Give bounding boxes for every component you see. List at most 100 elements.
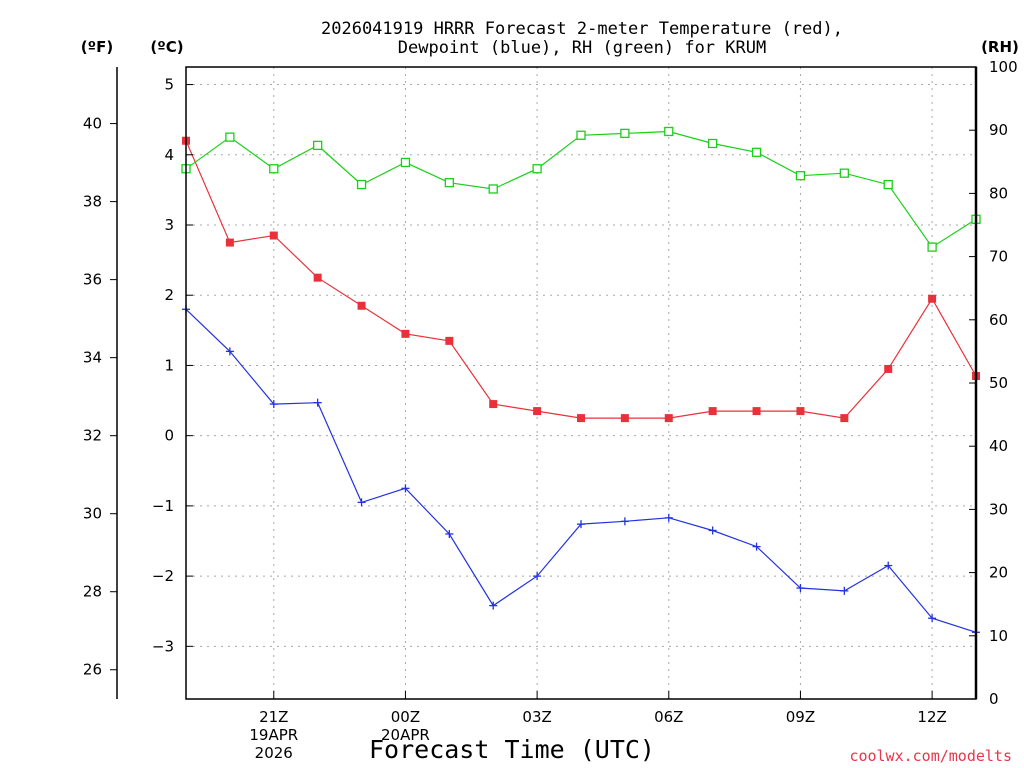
rh-point xyxy=(488,184,498,194)
plot-frame xyxy=(185,66,977,700)
rh-line xyxy=(185,130,977,248)
rh-point xyxy=(795,171,806,181)
fahrenheit-tick-label: 28 xyxy=(83,583,102,601)
rh-tick-label: 100 xyxy=(989,58,1018,76)
fahrenheit-tick-label: 40 xyxy=(83,115,102,133)
fahrenheit-unit-label: (ºF) xyxy=(81,38,113,56)
temperature-point xyxy=(225,238,234,247)
celsius-tick-label: 3 xyxy=(164,216,174,234)
series-temperature xyxy=(182,136,980,423)
celsius-unit-label: (ºC) xyxy=(150,38,183,56)
grid xyxy=(186,67,976,699)
rh-point xyxy=(532,164,542,174)
rh-point xyxy=(313,140,323,151)
temperature-point xyxy=(752,407,761,416)
fahrenheit-tick-label: 26 xyxy=(83,661,102,679)
rh-tick-label: 0 xyxy=(989,690,999,708)
dewpoint-point xyxy=(884,561,893,570)
rh-point xyxy=(269,164,279,174)
series-layer xyxy=(181,126,981,637)
celsius-tick-label: 0 xyxy=(164,427,174,445)
temperature-point xyxy=(313,273,322,282)
rh-unit-label: (RH) xyxy=(981,38,1019,56)
dewpoint-line xyxy=(185,308,977,633)
celsius-tick-label: 1 xyxy=(164,356,174,374)
credit-link[interactable]: coolwx.com/modelts xyxy=(849,747,1012,765)
axes: 543210−1−2−34038363432302826100908070605… xyxy=(83,58,1018,762)
rh-point xyxy=(883,179,893,190)
dewpoint-point xyxy=(796,584,805,593)
rh-tick-label: 40 xyxy=(989,437,1008,455)
temperature-point xyxy=(840,414,849,423)
rh-point xyxy=(356,179,367,190)
temperature-point xyxy=(620,414,629,423)
rh-tick-label: 10 xyxy=(989,627,1008,645)
dewpoint-point xyxy=(752,542,761,551)
rh-point xyxy=(708,138,718,149)
x-tick-label: 20APR xyxy=(381,726,430,744)
rh-point xyxy=(839,168,849,178)
dewpoint-point xyxy=(445,529,454,538)
temperature-line xyxy=(185,140,977,419)
celsius-tick-label: −3 xyxy=(152,637,174,655)
temperature-point xyxy=(269,231,278,240)
dewpoint-point xyxy=(533,572,542,581)
rh-tick-label: 30 xyxy=(989,500,1008,518)
temperature-point xyxy=(928,294,937,303)
temperature-point xyxy=(708,407,717,416)
x-tick-label: 03Z xyxy=(522,708,551,726)
rh-point xyxy=(400,157,411,168)
celsius-tick-label: 2 xyxy=(164,286,174,304)
temperature-point xyxy=(664,414,673,423)
temperature-point xyxy=(796,407,805,416)
fahrenheit-tick-label: 34 xyxy=(83,349,102,367)
x-axis-label: Forecast Time (UTC) xyxy=(369,735,655,764)
fahrenheit-tick-label: 32 xyxy=(83,427,102,445)
rh-tick-label: 50 xyxy=(989,374,1008,392)
temperature-point xyxy=(884,364,893,373)
x-tick-label: 09Z xyxy=(786,708,815,726)
celsius-tick-label: −1 xyxy=(152,497,174,515)
rh-point xyxy=(576,130,586,140)
x-tick-label: 12Z xyxy=(917,708,946,726)
chart-title-line: Dewpoint (blue), RH (green) for KRUM xyxy=(398,38,766,58)
dewpoint-point xyxy=(401,484,410,493)
dewpoint-point xyxy=(708,526,717,535)
rh-tick-label: 60 xyxy=(989,311,1008,329)
temperature-point xyxy=(533,407,542,416)
x-tick-label: 06Z xyxy=(654,708,683,726)
temperature-point xyxy=(577,414,585,423)
celsius-tick-label: 5 xyxy=(164,76,174,94)
dewpoint-point xyxy=(225,347,234,356)
dewpoint-point xyxy=(928,614,937,623)
rh-tick-label: 70 xyxy=(989,248,1008,266)
temperature-point xyxy=(357,301,366,310)
celsius-tick-label: 4 xyxy=(164,146,174,164)
x-tick-label: 19APR xyxy=(249,726,298,744)
dewpoint-point xyxy=(840,586,849,595)
celsius-tick-label: −2 xyxy=(152,567,174,585)
x-tick-label: 21Z xyxy=(259,708,288,726)
rh-point xyxy=(927,242,937,252)
fahrenheit-tick-label: 30 xyxy=(83,505,102,523)
dewpoint-point xyxy=(664,513,673,522)
rh-point xyxy=(444,178,454,188)
rh-tick-label: 90 xyxy=(989,121,1008,139)
temperature-point xyxy=(401,329,410,338)
rh-tick-label: 80 xyxy=(989,184,1008,202)
fahrenheit-tick-label: 36 xyxy=(83,271,102,289)
dewpoint-point xyxy=(489,601,498,610)
rh-point xyxy=(225,132,235,142)
rh-point xyxy=(664,126,674,137)
dewpoint-point xyxy=(313,398,322,407)
x-tick-label: 2026 xyxy=(255,744,293,762)
rh-tick-label: 20 xyxy=(989,564,1008,582)
dewpoint-point xyxy=(620,517,629,526)
temperature-point xyxy=(489,400,498,409)
dewpoint-point xyxy=(269,400,278,409)
rh-point xyxy=(751,147,762,157)
chart-title-line: 2026041919 HRRR Forecast 2-meter Tempera… xyxy=(321,19,843,39)
x-tick-label: 00Z xyxy=(391,708,420,726)
temperature-point xyxy=(445,336,454,345)
